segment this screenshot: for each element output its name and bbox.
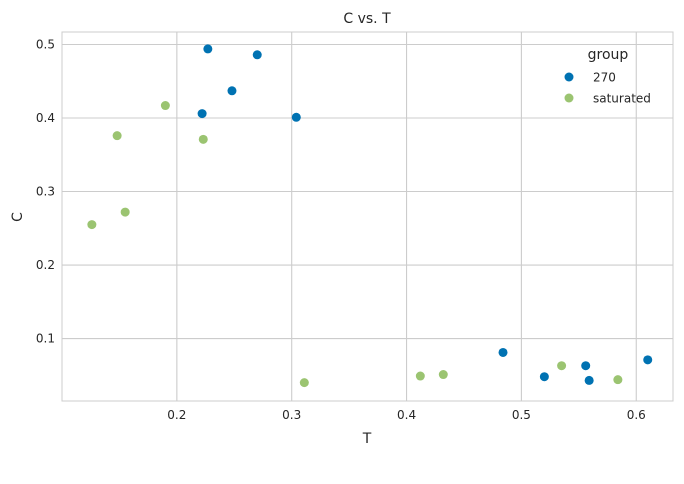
x-axis-label: T bbox=[362, 431, 372, 447]
plot-frame bbox=[61, 31, 674, 402]
legend: group 270 saturated bbox=[564, 47, 651, 106]
point-series-1 bbox=[299, 378, 309, 388]
point-series-0 bbox=[197, 109, 207, 119]
y-tick-label: 0.3 bbox=[36, 185, 55, 199]
x-tick-label: 0.3 bbox=[282, 408, 301, 422]
x-tick-label: 0.2 bbox=[167, 408, 186, 422]
point-series-1 bbox=[415, 371, 425, 381]
grid-lines bbox=[62, 32, 673, 401]
y-axis-label: C bbox=[10, 212, 26, 222]
point-series-1 bbox=[198, 134, 208, 144]
point-series-0 bbox=[227, 86, 237, 96]
point-series-1 bbox=[112, 131, 122, 141]
point-series-1 bbox=[613, 375, 623, 385]
legend-title: group bbox=[588, 47, 629, 63]
y-tick-labels: 0.1 0.2 0.3 0.4 0.5 bbox=[36, 37, 55, 345]
point-series-1 bbox=[120, 207, 130, 217]
point-series-1 bbox=[438, 370, 448, 380]
y-tick-label: 0.2 bbox=[36, 258, 55, 272]
point-series-1 bbox=[87, 220, 97, 230]
legend-marker bbox=[564, 72, 574, 82]
point-series-0 bbox=[252, 50, 262, 60]
legend-label: 270 bbox=[593, 71, 616, 85]
x-tick-labels: 0.2 0.3 0.4 0.5 0.6 bbox=[167, 408, 645, 422]
point-series-1 bbox=[160, 101, 170, 111]
point-series-0 bbox=[291, 112, 301, 122]
chart-title: C vs. T bbox=[343, 11, 391, 27]
point-series-0 bbox=[498, 347, 508, 357]
y-tick-label: 0.1 bbox=[36, 332, 55, 346]
point-series-0 bbox=[584, 375, 594, 385]
data-points bbox=[87, 44, 653, 388]
point-series-0 bbox=[539, 372, 549, 382]
point-series-1 bbox=[557, 361, 567, 371]
point-series-0 bbox=[203, 44, 213, 54]
x-tick-label: 0.6 bbox=[627, 408, 646, 422]
y-tick-label: 0.4 bbox=[36, 111, 55, 125]
legend-label: saturated bbox=[593, 92, 651, 106]
x-tick-label: 0.5 bbox=[512, 408, 531, 422]
y-tick-label: 0.5 bbox=[36, 37, 55, 51]
legend-marker bbox=[564, 93, 574, 103]
x-tick-label: 0.4 bbox=[397, 408, 416, 422]
point-series-0 bbox=[643, 355, 653, 365]
point-series-0 bbox=[581, 361, 591, 371]
